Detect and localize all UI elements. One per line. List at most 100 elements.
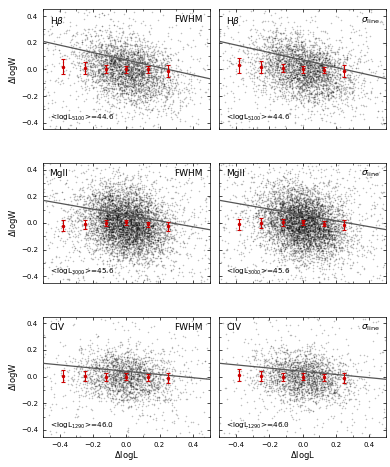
Point [279, 197, 285, 205]
Point [91, 51, 97, 58]
Point [301, 216, 307, 224]
Point [138, 215, 144, 223]
Point [296, 210, 303, 218]
Point [138, 247, 145, 254]
Point [147, 233, 154, 240]
Point [317, 208, 323, 215]
Point [158, 208, 164, 215]
Point [144, 250, 150, 257]
Point [314, 87, 320, 94]
Point [301, 377, 307, 385]
Point [291, 59, 298, 66]
Point [104, 203, 110, 211]
Point [254, 370, 260, 378]
Point [160, 275, 166, 282]
Point [291, 223, 297, 230]
Point [269, 184, 276, 191]
Point [119, 78, 125, 86]
Point [137, 376, 144, 384]
Point [117, 202, 124, 210]
Point [157, 219, 163, 226]
Point [311, 373, 317, 381]
Point [310, 236, 316, 244]
Point [175, 56, 181, 63]
Point [275, 219, 282, 226]
Point [277, 56, 284, 64]
Point [288, 212, 294, 219]
Point [289, 85, 295, 92]
Point [339, 271, 346, 278]
Point [273, 43, 279, 50]
Point [111, 232, 117, 240]
Point [142, 221, 149, 228]
Point [124, 71, 130, 78]
Point [278, 215, 284, 222]
Point [265, 316, 271, 323]
Point [136, 52, 142, 60]
Point [116, 64, 122, 71]
Point [103, 191, 110, 199]
Point [135, 227, 141, 235]
Point [321, 379, 328, 386]
Point [144, 65, 150, 73]
Point [72, 50, 78, 58]
Point [121, 10, 128, 18]
Point [246, 212, 252, 219]
Point [61, 196, 67, 203]
Point [112, 244, 118, 251]
Point [143, 365, 149, 373]
Point [279, 382, 285, 389]
Point [133, 342, 139, 350]
Point [161, 240, 167, 247]
Point [311, 209, 317, 217]
Point [277, 220, 283, 228]
Point [140, 224, 146, 232]
Point [244, 263, 250, 270]
Point [157, 226, 163, 234]
Point [286, 42, 292, 49]
Point [233, 59, 239, 66]
Point [316, 225, 322, 232]
Point [329, 251, 335, 259]
Point [110, 46, 116, 54]
Point [121, 212, 127, 219]
Point [127, 255, 133, 263]
Point [282, 219, 289, 226]
Point [284, 189, 290, 196]
Point [118, 373, 124, 381]
Point [129, 207, 136, 214]
Point [138, 67, 144, 74]
Point [277, 72, 283, 79]
Point [74, 413, 80, 420]
Point [81, 169, 87, 177]
Point [95, 91, 101, 98]
Point [174, 217, 180, 224]
Point [189, 266, 195, 273]
Point [284, 202, 291, 210]
Point [152, 210, 158, 218]
Point [334, 193, 340, 201]
Point [265, 213, 271, 221]
Point [177, 368, 183, 375]
Point [96, 67, 102, 75]
Point [110, 35, 117, 42]
Point [307, 77, 314, 85]
Point [140, 354, 146, 361]
Point [316, 56, 322, 63]
Point [167, 244, 173, 251]
Point [124, 82, 130, 90]
Point [339, 354, 345, 362]
Point [299, 368, 305, 375]
Point [274, 226, 280, 234]
Point [264, 51, 271, 58]
Point [76, 120, 83, 127]
Point [107, 219, 113, 226]
Point [117, 57, 123, 64]
Point [306, 54, 312, 61]
Point [293, 78, 300, 86]
Point [305, 227, 311, 235]
Point [273, 374, 280, 381]
Point [98, 239, 104, 247]
Point [115, 206, 121, 213]
Point [147, 73, 153, 81]
